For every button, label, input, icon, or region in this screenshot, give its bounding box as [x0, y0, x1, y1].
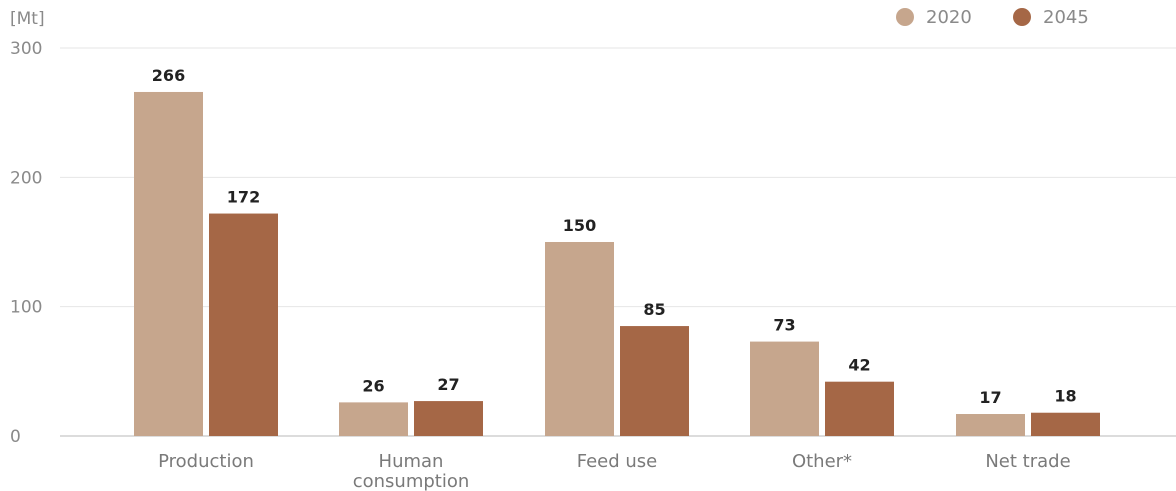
bar-2020 — [750, 341, 819, 436]
bar-2045 — [825, 381, 894, 436]
y-tick-label: 0 — [10, 427, 21, 447]
legend-label: 2020 — [926, 7, 972, 28]
x-axis-category-labels: Production Human consumption Feed use Other*… — [158, 451, 1071, 491]
category-label: Feed use — [577, 451, 658, 472]
bar-2020 — [545, 242, 614, 436]
value-label: 150 — [563, 216, 596, 235]
y-tick-label: 300 — [10, 39, 42, 59]
legend-marker-2020 — [896, 8, 914, 26]
value-label: 172 — [227, 188, 260, 207]
bar-2045 — [620, 326, 689, 436]
legend-label: 2045 — [1043, 7, 1089, 28]
y-tick-label: 100 — [10, 298, 42, 318]
legend: 2020 2045 — [896, 7, 1089, 28]
legend-marker-2045 — [1013, 8, 1031, 26]
bar-2020 — [339, 402, 408, 436]
y-axis-ticks: 0 100 200 300 — [10, 39, 42, 447]
value-label: 17 — [979, 388, 1001, 407]
value-label: 27 — [437, 375, 459, 394]
category-label: Human consumption — [353, 451, 470, 491]
y-axis-unit-label: [Mt] — [10, 9, 45, 29]
bar-2020 — [134, 91, 203, 437]
bars — [134, 91, 1100, 437]
value-label: 85 — [643, 300, 665, 319]
category-label: Production — [158, 451, 254, 472]
category-label: Other* — [792, 451, 852, 472]
bar-2045 — [1031, 412, 1100, 436]
value-label: 18 — [1054, 387, 1076, 406]
bar-2045 — [414, 401, 483, 436]
value-label: 26 — [362, 376, 384, 395]
value-label: 73 — [773, 316, 795, 335]
value-label: 42 — [848, 356, 870, 375]
value-labels: 266 172 26 27 150 85 73 42 17 18 — [152, 66, 1077, 407]
value-label: 266 — [152, 66, 185, 85]
bar-2045 — [209, 213, 278, 436]
y-tick-label: 200 — [10, 168, 42, 188]
bar-2020 — [956, 414, 1025, 436]
category-label: Net trade — [985, 451, 1070, 472]
